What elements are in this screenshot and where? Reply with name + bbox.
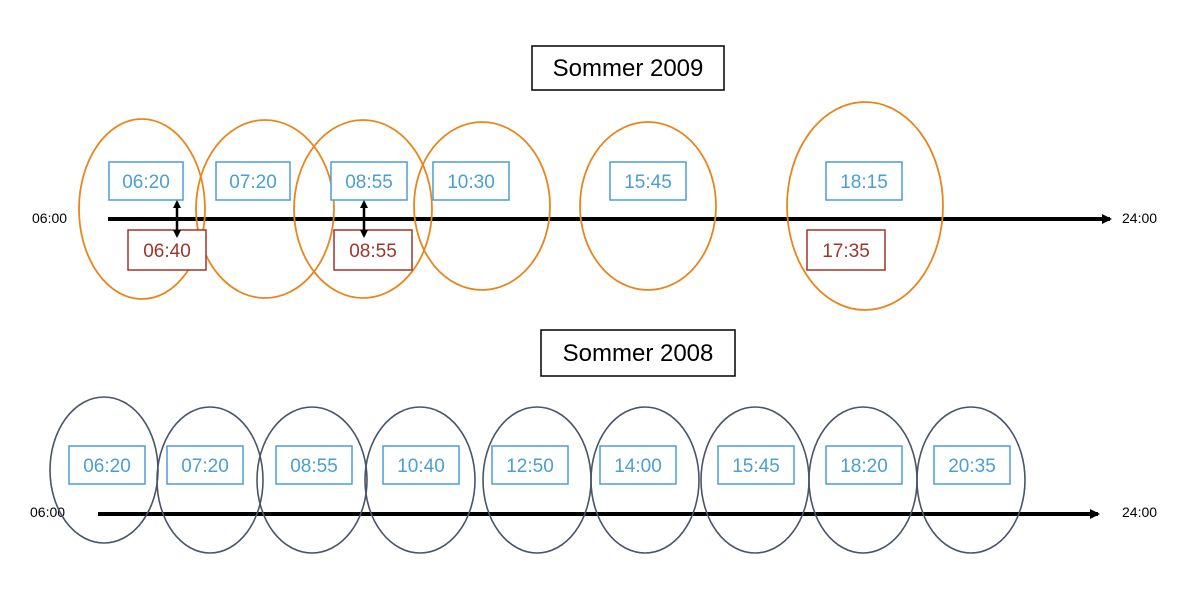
red-labels-2009: 06:40 08:55 17:35 [143, 241, 870, 262]
section-2008: Sommer 2008 06:00 24:00 06: [30, 329, 1157, 554]
time-label: 17:35 [822, 241, 870, 262]
blue-labels-2008: 06:20 07:20 08:55 10:40 12:50 14:00 15:4… [83, 456, 996, 477]
ellipse-2009-0855 [293, 119, 433, 299]
time-label: 12:50 [506, 456, 554, 477]
time-box [275, 445, 353, 485]
time-box [609, 161, 687, 201]
ellipse-2008-0855 [256, 406, 368, 554]
time-box [166, 445, 244, 485]
time-box [825, 161, 903, 201]
shift-arrows-2009 [173, 200, 368, 238]
title-2008: Sommer 2008 [563, 340, 714, 367]
axis-start-2009: 06:00 [32, 210, 67, 226]
ellipses-2008 [49, 396, 1026, 554]
time-label: 14:00 [614, 456, 662, 477]
time-label: 07:20 [181, 456, 229, 477]
time-label: 15:45 [624, 172, 672, 193]
time-box [333, 229, 413, 271]
time-box [127, 229, 207, 271]
ellipse-2009-0720 [195, 119, 335, 299]
title-box-2009 [531, 45, 725, 91]
ellipse-2009-0620 [78, 118, 206, 300]
time-label: 06:20 [122, 172, 170, 193]
section-2009: Sommer 2009 06:00 24:00 06:20 07:20 08:5… [32, 45, 1157, 311]
time-box [215, 161, 291, 201]
title-2009: Sommer 2009 [553, 55, 704, 82]
blue-times-2008 [68, 445, 1011, 485]
ellipse-2009-1815 [786, 101, 944, 311]
time-label: 10:30 [447, 172, 495, 193]
time-box [717, 445, 795, 485]
time-box [825, 445, 903, 485]
time-box [382, 445, 460, 485]
time-box [933, 445, 1011, 485]
axis-end-2008: 24:00 [1122, 504, 1157, 520]
time-box [432, 161, 510, 201]
time-box [330, 161, 408, 201]
time-box [491, 445, 569, 485]
ellipses-2009 [78, 101, 944, 311]
time-label: 18:20 [840, 456, 888, 477]
time-box [108, 161, 184, 201]
ellipse-2008-2035 [916, 406, 1026, 554]
time-label: 06:20 [83, 456, 131, 477]
time-label: 15:45 [732, 456, 780, 477]
axis-end-2009: 24:00 [1122, 210, 1157, 226]
time-label: 08:55 [345, 172, 393, 193]
time-box [68, 445, 146, 485]
ellipse-2008-1400 [590, 406, 700, 554]
time-label: 07:20 [229, 172, 277, 193]
blue-times-2009 [108, 161, 903, 201]
ellipse-2008-0720 [156, 406, 264, 554]
time-box [806, 229, 886, 271]
blue-labels-2009: 06:20 07:20 08:55 10:30 15:45 18:15 [122, 172, 888, 193]
ellipse-2009-1030 [413, 121, 551, 291]
time-label: 20:35 [948, 456, 996, 477]
time-label: 10:40 [397, 456, 445, 477]
axis-start-2008: 06:00 [30, 504, 65, 520]
ellipse-2009-1545 [579, 121, 717, 291]
time-label: 06:40 [143, 241, 191, 262]
time-label: 08:55 [349, 241, 397, 262]
time-label: 18:15 [840, 172, 888, 193]
ellipse-2008-1040 [364, 406, 476, 554]
time-label: 08:55 [290, 456, 338, 477]
red-times-2009 [127, 229, 886, 271]
time-box [599, 445, 677, 485]
title-box-2008 [540, 329, 736, 377]
